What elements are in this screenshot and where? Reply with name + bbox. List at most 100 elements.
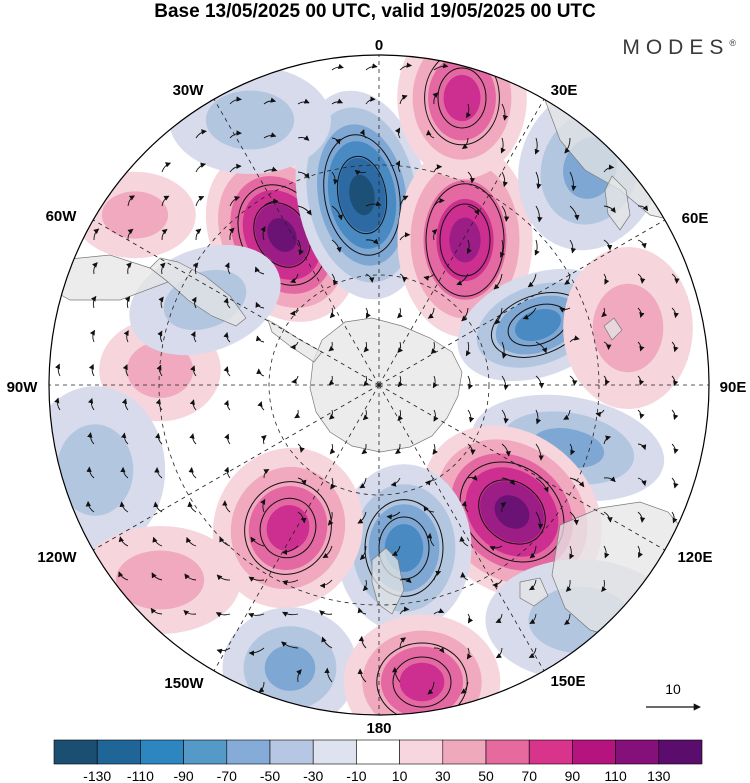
meridian-line [93,384,380,551]
meridian-line [213,99,380,386]
wind-arrow [432,375,438,389]
wind-arrow [430,341,437,355]
wind-arrow [321,636,333,649]
wind-arrow [461,307,469,322]
wind-arrow [357,511,367,524]
positive-anomaly-center [563,247,693,409]
colorbar [53,739,703,765]
wind-arrow [223,399,231,411]
wind-arrow [260,498,266,513]
circulation-streamline [439,203,491,277]
wind-arrow [397,375,404,388]
colorbar-swatch [528,739,573,765]
wind-arrow [535,341,547,354]
wind-arrow [319,579,333,589]
wind-arrow [603,435,612,445]
colorbar-tick-label: 130 [647,768,671,783]
meridian-line [378,384,665,551]
wind-arrow [248,647,265,656]
wind-arrow [331,239,342,253]
wind-arrow [161,228,168,241]
wind-arrow [501,409,509,424]
wind-arrow [569,443,576,456]
wind-arrow [433,647,445,654]
wind-arrow [569,171,577,192]
wind-arrow [495,647,503,659]
wind-arrow [294,409,301,419]
wind-arrow [328,375,335,386]
wind-arrow [460,571,469,581]
wind-arrow [319,610,333,616]
antarctica [309,317,463,453]
wind-arrow [501,205,510,222]
wind-arrow [195,162,207,173]
wind-arrow [637,273,646,284]
colorbar-tick-label: 10 [392,768,408,783]
negative-anomaly-center [222,607,358,715]
wind-arrow [365,96,376,105]
label-120w: 120W [37,549,77,566]
wind-arrow [461,137,469,149]
wind-arrow [637,375,645,386]
colorbar-swatch [140,739,184,765]
meridian-line [213,384,380,671]
wind-arrow [637,545,643,559]
wind-arrow [569,477,585,488]
wind-arrow [257,401,265,411]
wind-arrow [569,545,575,560]
colorbar-swatch [658,739,703,765]
label-150e: 150E [550,673,585,690]
wind-arrow [535,443,544,461]
wind-arrow [569,335,580,343]
wind-arrow [466,239,472,255]
wind-arrow [467,613,474,624]
wind-arrow [192,262,199,275]
wind-arrow [365,273,375,283]
wind-arrow [331,137,341,145]
wind-arrow [327,511,334,526]
wind-arrow [637,409,645,420]
wind-arrow [637,239,647,249]
circulation-streamline [392,656,452,708]
wind-arrow [291,375,299,384]
wind-arrow [426,129,435,139]
colorbar-tick-label: -30 [303,768,323,783]
wind-arrow [395,127,401,139]
wind-arrow [423,273,435,281]
wind-arrow [395,160,401,173]
wind-arrow [161,195,170,207]
colorbar-tick-label: -70 [217,768,237,783]
wind-arrow [188,467,197,479]
wind-arrow [365,201,382,207]
wind-arrow [282,611,299,617]
wind-arrow [354,169,367,176]
wind-arrow [118,571,129,581]
wind-arrow [260,226,266,241]
wind-arrow [290,273,299,284]
wind-arrow [219,536,231,547]
wind-arrow [637,341,645,352]
wind-arrow [329,307,336,319]
wind-arrow [223,466,231,479]
colorbar-tick-label: -110 [127,768,154,783]
wind-arrow [296,669,302,683]
wind-arrow [603,476,616,483]
wind-arrow [390,477,401,487]
wind-arrow [155,432,163,445]
brand-logo: MODES® [622,36,736,60]
wind-arrow [297,98,310,105]
wind-arrow [331,273,339,286]
wind-arrow [331,63,344,71]
wind-arrow [223,332,231,343]
wind-arrow [569,511,579,526]
wind-arrow [495,613,503,623]
wind-arrow [433,570,442,581]
colorbar-swatch [572,739,616,765]
wind-arrow [489,545,503,552]
wind-arrow [157,330,163,343]
wind-arrow [365,63,378,71]
wind-arrow [248,613,265,619]
map-title: Base 13/05/2025 00 UTC, valid 19/05/2025… [154,1,596,22]
wind-arrow [330,477,336,490]
wind-arrow [595,409,605,418]
